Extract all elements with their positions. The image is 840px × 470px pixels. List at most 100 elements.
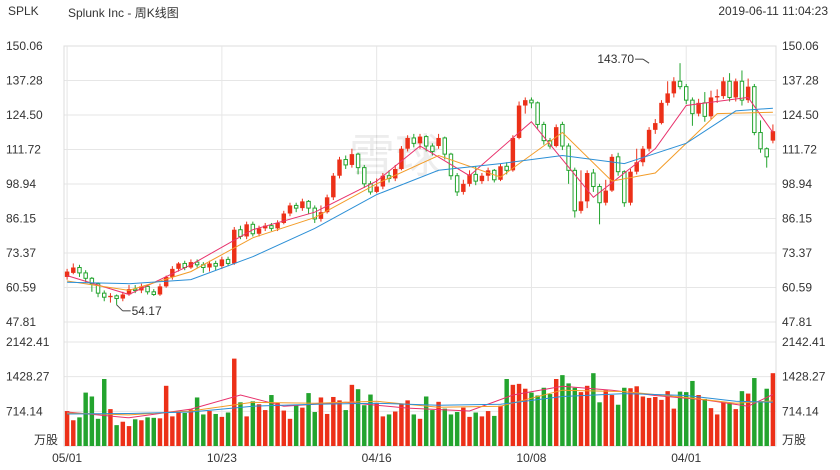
volume-bar: [250, 401, 256, 446]
candle-body: [324, 197, 330, 213]
price-tick-right: 111.72: [782, 142, 817, 156]
volume-bar: [665, 391, 670, 446]
candle-body: [758, 132, 763, 150]
candle-body: [547, 140, 553, 147]
candle-body: [306, 200, 311, 209]
price-tick-left: 98.94: [6, 177, 36, 191]
candle-body: [560, 123, 565, 147]
candle-body: [609, 156, 615, 191]
volume-bar: [442, 408, 447, 446]
volume-bar: [646, 397, 652, 446]
candle-body: [157, 286, 163, 295]
volume-bar: [368, 394, 373, 446]
volume-bar: [399, 404, 404, 446]
volume-unit-left: 万股: [34, 433, 58, 447]
volume-tick-left: 2142.41: [6, 335, 50, 349]
volume-bar: [318, 397, 324, 446]
volume-bar: [547, 394, 553, 446]
candle-body: [578, 201, 584, 211]
volume-bar: [95, 418, 101, 446]
volume-bar: [597, 402, 602, 446]
volume-bar: [355, 389, 361, 446]
price-tick-left: 86.15: [6, 212, 36, 226]
volume-bar: [157, 418, 163, 446]
volume-bar: [417, 418, 423, 446]
volume-bar: [238, 402, 243, 446]
volume-bar: [510, 384, 516, 446]
volume-bar: [343, 410, 348, 446]
volume-bar: [269, 395, 274, 446]
volume-bar: [529, 392, 534, 446]
candle-body: [702, 102, 708, 117]
candle-body: [764, 148, 769, 158]
volume-bar: [132, 419, 138, 446]
candle-body: [349, 154, 355, 165]
candle-body: [374, 186, 379, 192]
time-tick: 04/01: [671, 451, 701, 465]
chart-header: SPLK Splunk Inc - 周K线图 2019-06-11 11:04:…: [0, 0, 840, 22]
volume-bar: [306, 393, 311, 446]
volume-bar: [262, 410, 268, 446]
candle-body: [262, 225, 268, 229]
candle-body: [733, 81, 738, 98]
candle-body: [467, 174, 472, 184]
candle-body: [145, 285, 150, 293]
timestamp: 2019-06-11 11:04:23: [718, 4, 828, 18]
volume-bar: [201, 414, 206, 446]
volume-tick-right: 714.14: [782, 404, 819, 418]
candle-body: [430, 145, 435, 152]
candle-body: [331, 175, 336, 198]
time-tick: 10/23: [207, 451, 237, 465]
volume-bar: [516, 383, 522, 446]
volume-bar: [498, 405, 503, 446]
volume-bar: [603, 390, 608, 446]
candle-body: [318, 212, 324, 219]
price-tick-left: 47.81: [6, 315, 36, 329]
volume-bar: [281, 410, 287, 446]
volume-bar: [764, 388, 769, 446]
candle-body: [120, 294, 126, 299]
candle-body: [399, 148, 404, 169]
volume-bar: [479, 416, 485, 446]
volume-bar: [108, 409, 113, 446]
volume-bar: [448, 414, 454, 446]
candle-body: [572, 169, 578, 212]
candle-body: [176, 263, 181, 269]
volume-bar: [380, 416, 386, 446]
candle-body: [436, 137, 441, 147]
price-ma5-line: [66, 96, 774, 296]
candle-body: [770, 131, 776, 141]
candle-body: [151, 291, 157, 295]
time-tick: 05/01: [52, 451, 82, 465]
candle-body: [102, 292, 107, 298]
volume-bar: [114, 425, 119, 446]
volume-bar: [584, 385, 590, 446]
candle-body: [405, 137, 410, 149]
volume-bar: [758, 402, 763, 446]
candle-body: [454, 175, 460, 193]
volume-bar: [523, 388, 528, 446]
volume-bar: [393, 411, 398, 446]
candle-body: [603, 190, 608, 203]
candle-body: [523, 100, 528, 106]
candle-body: [213, 262, 218, 267]
candle-body: [535, 102, 540, 125]
candle-body: [696, 102, 701, 114]
price-tick-right: 150.06: [782, 39, 819, 53]
time-tick: 04/16: [362, 451, 392, 465]
volume-bar: [182, 412, 187, 446]
candlesticks: [64, 63, 776, 305]
candle-body: [95, 283, 101, 294]
volume-bar: [622, 387, 627, 446]
volume-bar: [683, 392, 689, 446]
volume-bar: [287, 418, 293, 446]
price-tick-left: 111.72: [6, 142, 41, 156]
candle-body: [745, 86, 751, 101]
chart-title: Splunk Inc - 周K线图: [68, 6, 179, 20]
volume-bar: [492, 415, 497, 446]
candle-body: [219, 259, 225, 267]
candle-body: [591, 172, 596, 188]
candle-body: [170, 268, 175, 277]
volume-bar: [572, 387, 578, 446]
